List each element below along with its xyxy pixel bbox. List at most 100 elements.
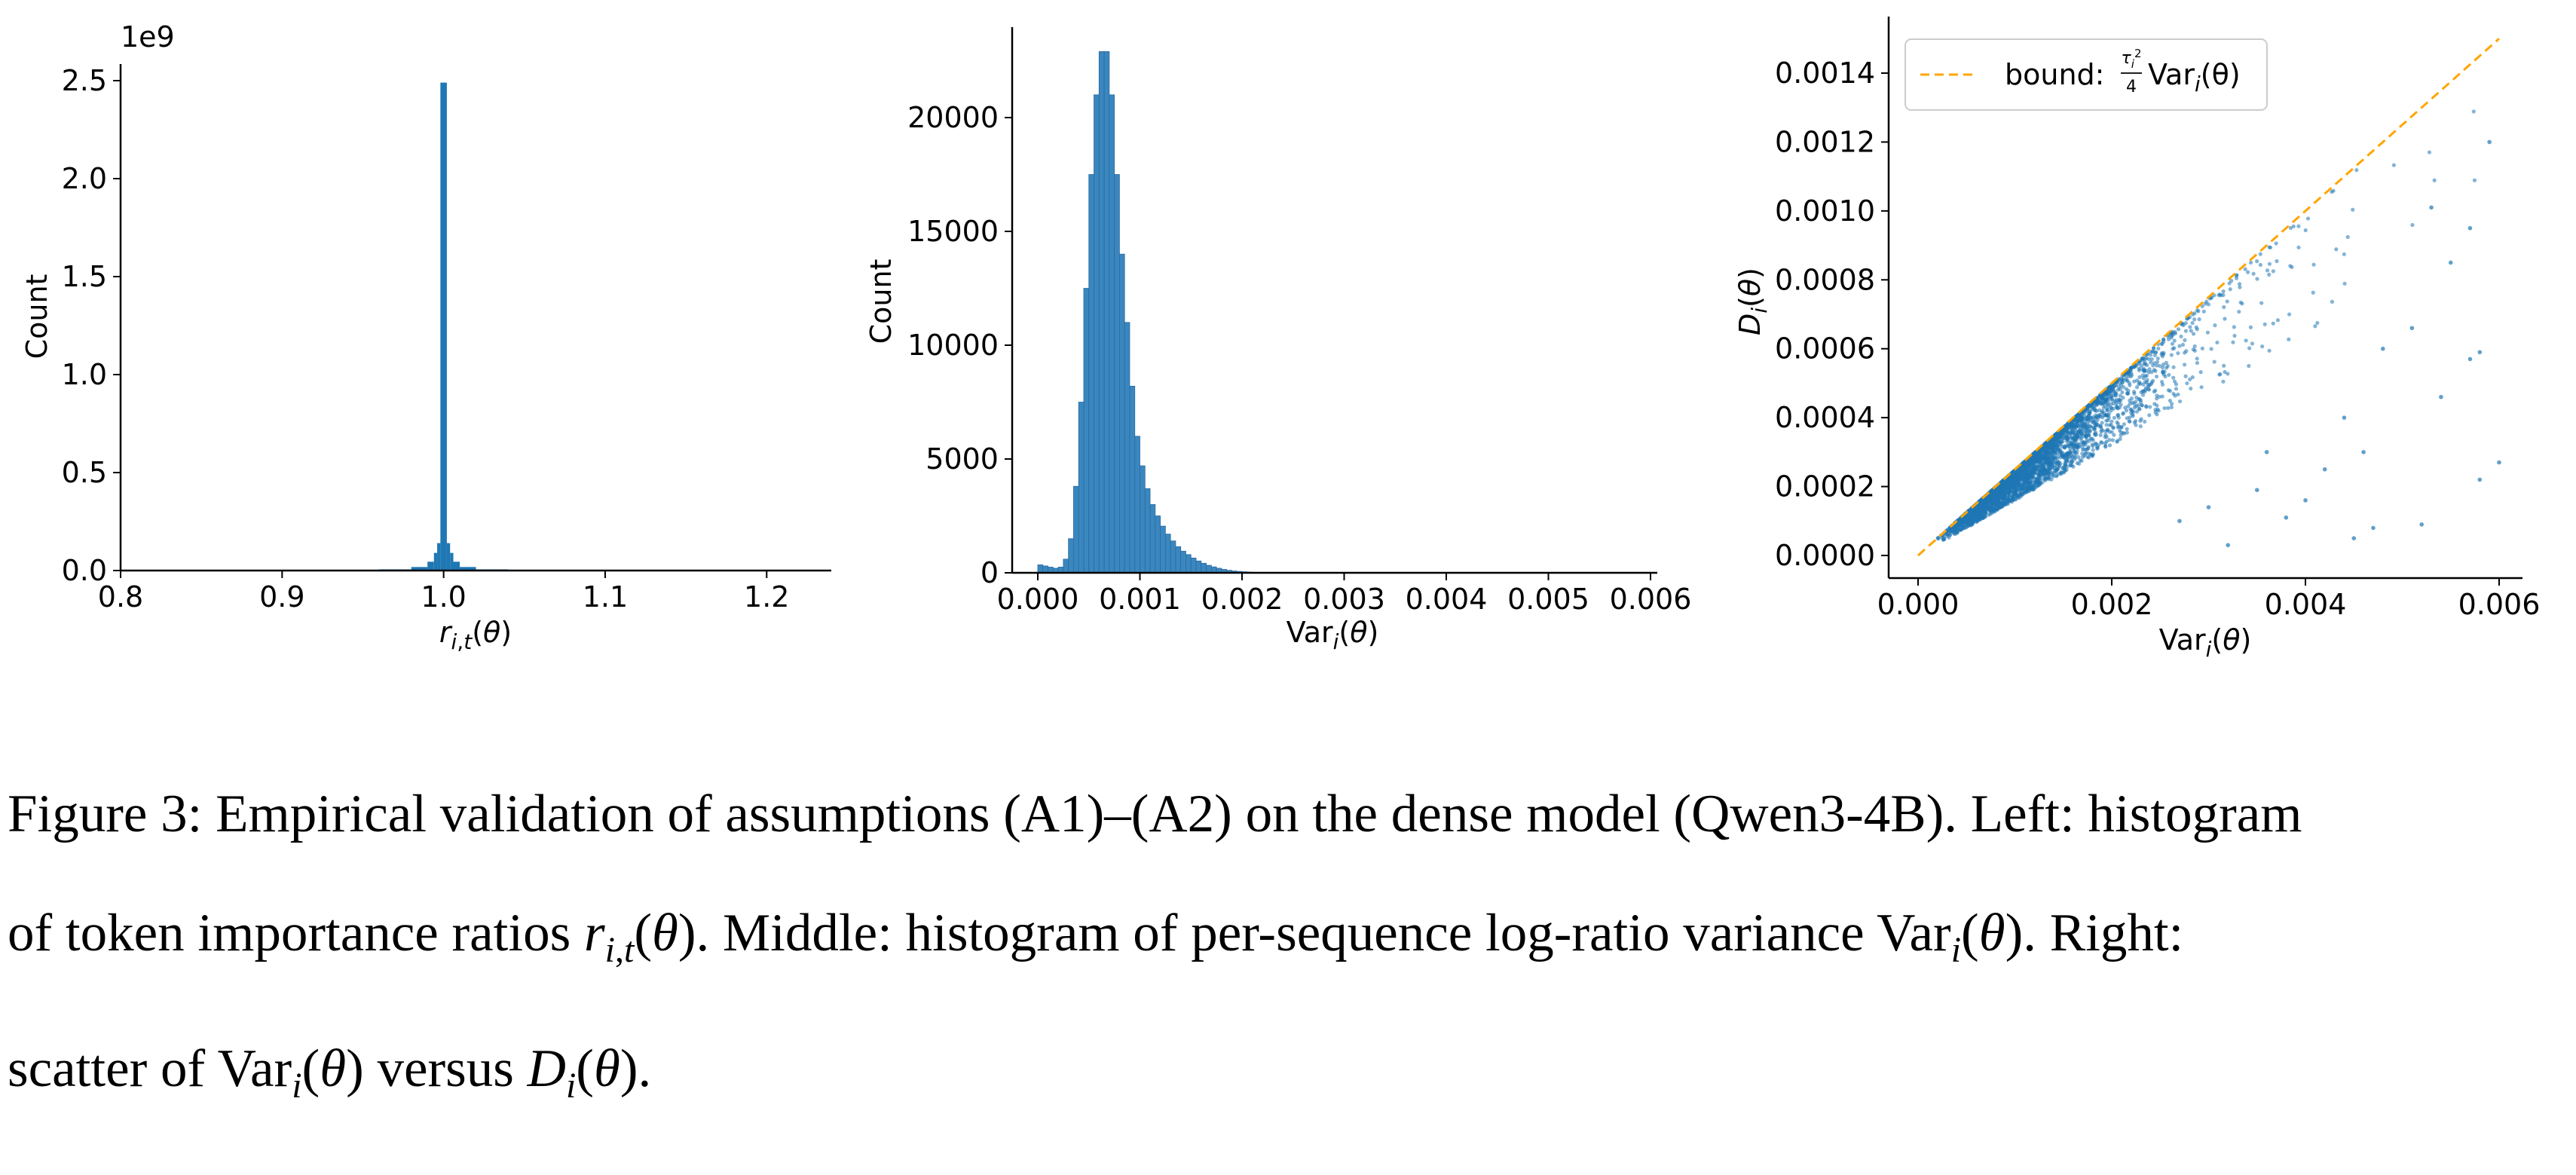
scatter-point [2121,378,2125,382]
scatter-point [2267,273,2271,277]
caption-text: versus [364,1039,528,1098]
scatter-point [2067,454,2071,458]
left-bar [450,553,453,571]
left-x-tick-label: 1.2 [744,580,789,614]
scatter-point [2085,431,2089,435]
scatter-point [2268,262,2272,266]
scatter-point [2226,372,2229,375]
scatter-point [2195,327,2199,331]
scatter-point [2275,241,2278,245]
scatter-point [2126,405,2130,408]
scatter-point [2122,411,2125,415]
scatter-point [2153,369,2157,373]
middle-x-tick-label: 0.004 [1406,583,1488,616]
scatter-point [2152,361,2156,365]
scatter-point [1953,529,1957,533]
scatter-point [2084,408,2088,412]
scatter-point [2255,277,2259,280]
scatter-point [2198,317,2201,321]
middle-bar [1089,175,1094,574]
scatter-point [2303,498,2308,503]
scatter-point [2346,235,2350,239]
scatter-point [2259,263,2262,267]
right-y-tick-label: 0.0004 [1775,401,1875,434]
scatter-point [2145,374,2149,378]
scatter-point [2094,442,2097,445]
scatter-point [2112,433,2116,437]
scatter-point [2288,264,2292,268]
scatter-point [2031,476,2035,479]
left-y-tick-label: 1.0 [62,358,107,391]
right-y-tick-label: 0.0012 [1775,125,1875,158]
scatter-point [1984,503,1987,506]
scatter-point [2419,522,2424,527]
scatter-point [2313,324,2317,328]
scatter-point [2105,408,2109,412]
scatter-point [2237,310,2241,314]
scatter-point [2183,338,2186,342]
scatter-point [2152,390,2156,393]
scatter-point [2215,341,2219,344]
scatter-point [2192,311,2196,315]
caption-text: . [638,1039,651,1098]
scatter-point [2087,445,2091,448]
scatter-point [2020,486,2024,490]
scatter-point [2219,293,2223,297]
scatter-point [1988,506,1992,509]
scatter-point [2003,503,2007,506]
scatter-point [2177,327,2180,331]
scatter-point [2103,393,2106,397]
left-bar [453,561,460,571]
scatter-point [2100,441,2103,445]
scatter-point [2231,341,2235,344]
scatter-point [2331,189,2335,193]
middle-bar [1207,565,1212,573]
scatter-point [1935,536,1939,540]
scatter-point [2161,354,2165,358]
scatter-point [2265,450,2269,454]
scatter-point [2044,470,2048,474]
middle-bar [1176,546,1181,573]
scatter-point [2112,426,2116,430]
right-y-tick-label: 0.0010 [1775,194,1875,228]
scatter-point [2091,448,2095,452]
bound-line [1918,38,2499,555]
scatter-point [2147,387,2151,391]
scatter-point [2272,322,2275,326]
scatter-point [2132,402,2136,405]
scatter-point [2105,439,2109,443]
scatter-point [2082,414,2086,418]
legend-tail: Vari(θ) [2148,58,2241,96]
scatter-point [2103,445,2107,448]
scatter-point [2151,349,2155,353]
scatter-point [2249,326,2253,329]
scatter-point [2410,223,2414,227]
scatter-point [2177,519,2182,523]
scatter-point [2177,344,2181,348]
left-bar [447,543,450,571]
scatter-point [2468,357,2473,362]
scatter-point [2104,418,2108,422]
left-x-label: ri,t(θ) [439,616,512,654]
scatter-point [2229,287,2232,291]
scatter-point [2036,481,2040,485]
legend-frac-den: 4 [2126,78,2137,96]
scatter-point [2143,420,2146,424]
scatter-point [2006,481,2010,485]
scatter-point [2052,466,2056,470]
scatter-point [2119,393,2122,397]
scatter-point [2172,346,2176,350]
scatter-point [2167,388,2171,392]
scatter-point [2141,393,2145,396]
scatter-point [2140,364,2143,368]
scatter-point [2094,433,2098,436]
right-y-tick-label: 0.0000 [1775,539,1875,572]
right-x-tick-label: 0.002 [2071,588,2153,621]
scatter-point [2030,464,2034,468]
right-y-tick-label: 0.0006 [1775,332,1875,366]
scatter-point [2142,376,2146,380]
scatter-point [2176,351,2180,355]
scatter-point [2126,389,2130,393]
middle-x-tick-label: 0.006 [1610,583,1692,616]
